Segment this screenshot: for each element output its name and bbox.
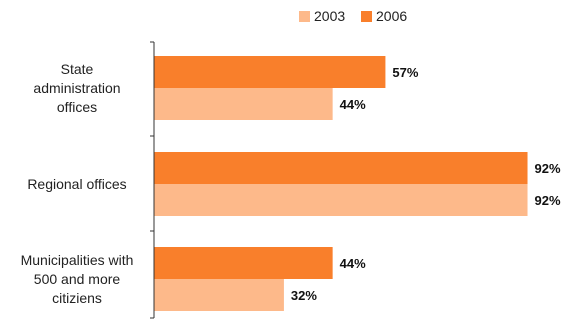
legend-label-2003: 2003 [314, 8, 345, 24]
legend-label-2006: 2006 [376, 8, 407, 24]
data-label-2003: 44% [340, 97, 366, 112]
category-label: Regional offices [27, 176, 126, 192]
legend-swatch-2003 [299, 11, 310, 22]
category-label-line: administration [33, 80, 120, 96]
bar-2006 [154, 247, 333, 279]
bar-2006 [154, 56, 386, 88]
category-label: Municipalities with 500 and more citiziens [21, 252, 134, 306]
data-label-2003: 32% [291, 288, 317, 303]
bar-2003 [154, 88, 333, 120]
data-label-2006: 57% [392, 65, 418, 80]
category-label-line: 500 and more [34, 271, 121, 287]
bar-2006 [154, 152, 528, 184]
category-label-line: citiziens [52, 290, 102, 306]
bar-2003 [154, 279, 284, 311]
data-label-2006: 44% [340, 256, 366, 271]
category-label-line: offices [57, 99, 97, 115]
category-label-line: Regional offices [27, 176, 126, 192]
data-label-2006: 92% [535, 161, 561, 176]
category-label-line: State [61, 61, 94, 77]
category-label-line: Municipalities with [21, 252, 134, 268]
bar-2003 [154, 184, 528, 216]
data-label-2003: 92% [535, 193, 561, 208]
category-label: State administration offices [33, 61, 120, 115]
legend-swatch-2006 [361, 11, 372, 22]
